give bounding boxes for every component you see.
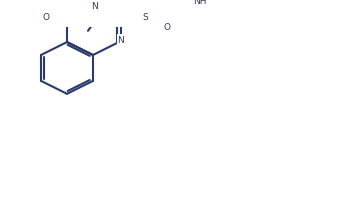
Text: O: O bbox=[164, 23, 170, 32]
Text: NH: NH bbox=[193, 0, 207, 6]
Text: N: N bbox=[117, 36, 124, 45]
Text: N: N bbox=[92, 2, 98, 11]
Text: S: S bbox=[142, 13, 148, 22]
Text: O: O bbox=[43, 13, 49, 22]
